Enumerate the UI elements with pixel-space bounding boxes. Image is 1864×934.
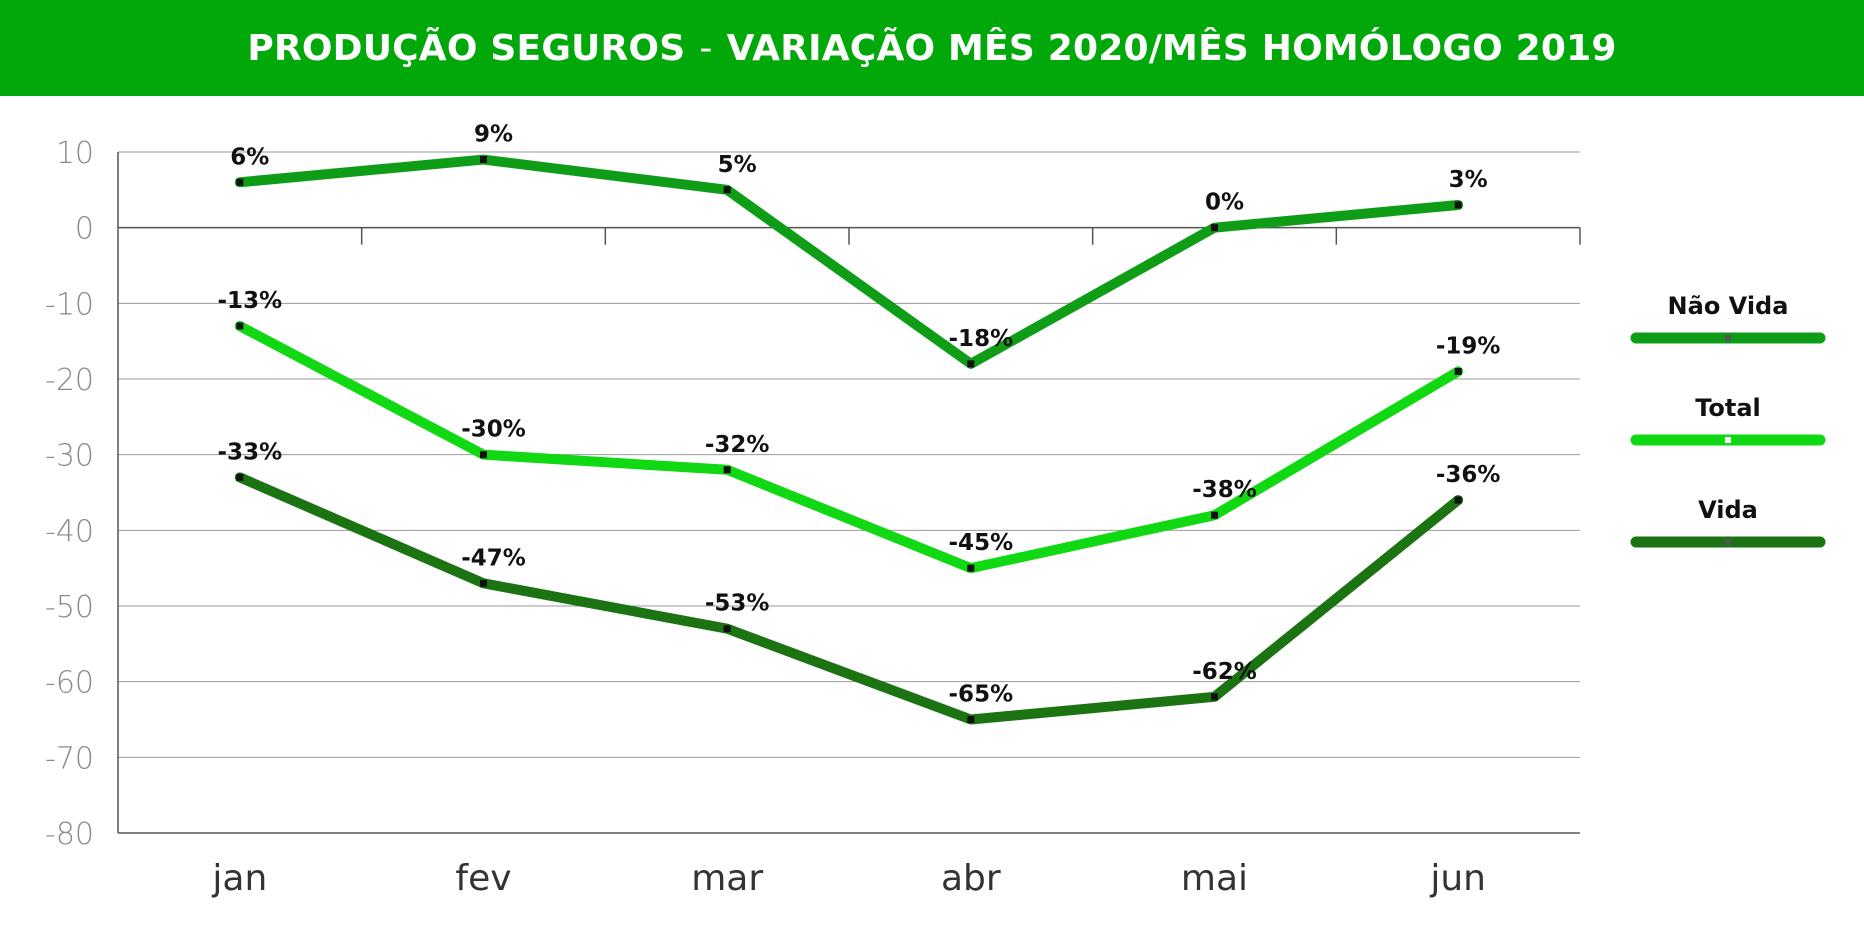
legend-marker — [1725, 335, 1731, 341]
y-tick-label: 0 — [75, 212, 94, 247]
x-tick-label: mar — [691, 858, 763, 899]
y-tick-label: -50 — [45, 590, 94, 625]
data-point — [723, 625, 731, 633]
data-label: -30% — [461, 417, 526, 443]
data-labels: 6% 9% 5% -18% 0% 3% -13% -30% -32% -45% -38% -19% -3… — [218, 122, 1501, 708]
data-point — [723, 186, 731, 194]
x-tick-label: mai — [1181, 858, 1248, 899]
data-label: -36% — [1436, 462, 1501, 488]
data-point — [480, 156, 487, 164]
x-tick-label: jan — [211, 858, 267, 899]
title-subtitle: VARIAÇÃO MÊS 2020/MÊS HOMÓLOGO 2019 — [726, 27, 1617, 69]
data-label: -53% — [705, 591, 770, 617]
title-main: PRODUÇÃO SEGUROS — [247, 27, 686, 69]
data-point — [1454, 201, 1462, 209]
legend: Não Vida Total Vida — [1630, 292, 1826, 548]
data-label: -19% — [1436, 333, 1501, 359]
data-label: -13% — [218, 288, 283, 314]
data-point — [1211, 224, 1218, 232]
y-tick-label: -40 — [45, 514, 94, 549]
data-label: 0% — [1205, 190, 1244, 216]
data-point — [1454, 496, 1462, 504]
y-tick-label: -30 — [45, 439, 94, 474]
data-point — [236, 178, 244, 186]
legend-label: Não Vida — [1668, 292, 1789, 320]
series-lines — [234, 154, 1464, 725]
series-line — [234, 321, 1464, 574]
series-line — [234, 154, 1464, 369]
legend-label: Vida — [1698, 496, 1758, 524]
legend-marker — [1725, 539, 1731, 545]
data-label: -18% — [949, 326, 1014, 352]
data-label: -65% — [949, 682, 1014, 708]
y-tick-label: -10 — [45, 287, 94, 322]
data-point — [967, 716, 975, 723]
title-banner: PRODUÇÃO SEGUROS - VARIAÇÃO MÊS 2020/MÊS… — [0, 0, 1864, 96]
x-tick-label: jun — [1429, 858, 1486, 899]
data-point — [236, 473, 244, 481]
data-point — [967, 564, 975, 572]
data-label: -45% — [949, 530, 1014, 556]
data-point — [1211, 693, 1218, 701]
x-tick-labels: jan fev mar abr mai jun — [211, 858, 1486, 899]
title-separator: - — [699, 27, 713, 69]
axes — [117, 152, 1581, 834]
legend-marker — [1725, 437, 1731, 443]
data-label: 5% — [718, 152, 757, 178]
data-point — [723, 466, 731, 474]
legend-label: Total — [1695, 394, 1761, 422]
y-tick-labels: 10 0 -10 -20 -30 -40 -50 -60 -70 -80 — [45, 136, 94, 852]
y-tick-label: -20 — [45, 363, 94, 398]
data-label: -47% — [461, 545, 526, 571]
data-point — [1454, 367, 1462, 375]
y-tick-label: -80 — [45, 817, 94, 852]
data-label: 3% — [1449, 167, 1488, 193]
data-point — [967, 360, 975, 368]
y-tick-label: -60 — [45, 666, 94, 701]
data-point — [480, 451, 487, 459]
data-label: -38% — [1192, 477, 1257, 503]
x-tick-label: abr — [941, 858, 1001, 899]
data-label: -62% — [1192, 659, 1257, 685]
data-label: 6% — [230, 144, 269, 170]
data-label: -33% — [218, 439, 283, 465]
data-point — [1211, 511, 1218, 519]
data-label: 9% — [474, 122, 513, 148]
y-tick-label: -70 — [45, 741, 94, 776]
y-tick-label: 10 — [56, 136, 94, 171]
data-label: -32% — [705, 432, 770, 458]
data-point — [480, 579, 487, 587]
x-tick-label: fev — [455, 858, 511, 899]
series-line — [234, 472, 1464, 725]
data-point — [236, 322, 244, 330]
